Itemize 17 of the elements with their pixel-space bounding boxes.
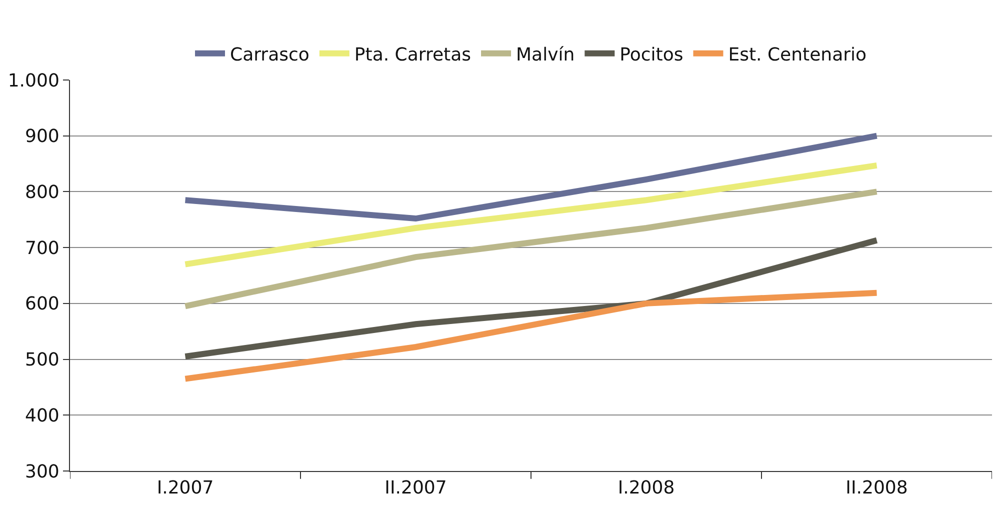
y-tick-label: 400	[25, 405, 60, 426]
legend-label: Carrasco	[230, 44, 310, 66]
y-tick-label: 600	[25, 294, 60, 315]
y-tick-label: 1.000	[8, 70, 60, 92]
y-tick-label: 700	[25, 238, 60, 259]
y-tick-label: 300	[25, 461, 60, 482]
x-tick-label: II.2008	[846, 478, 908, 499]
legend-label: Pta. Carretas	[354, 44, 472, 66]
x-tick-label: I.2007	[156, 478, 214, 499]
legend-label: Est. Centenario	[728, 44, 867, 66]
y-tick-label: 900	[25, 126, 60, 148]
x-tick-label: I.2008	[618, 478, 675, 499]
y-tick-label: 800	[25, 182, 60, 204]
legend-label: Malvín	[516, 44, 575, 66]
legend-label: Pocitos	[620, 44, 684, 66]
y-tick-label: 500	[25, 350, 60, 371]
x-tick-label: II.2007	[384, 478, 447, 499]
